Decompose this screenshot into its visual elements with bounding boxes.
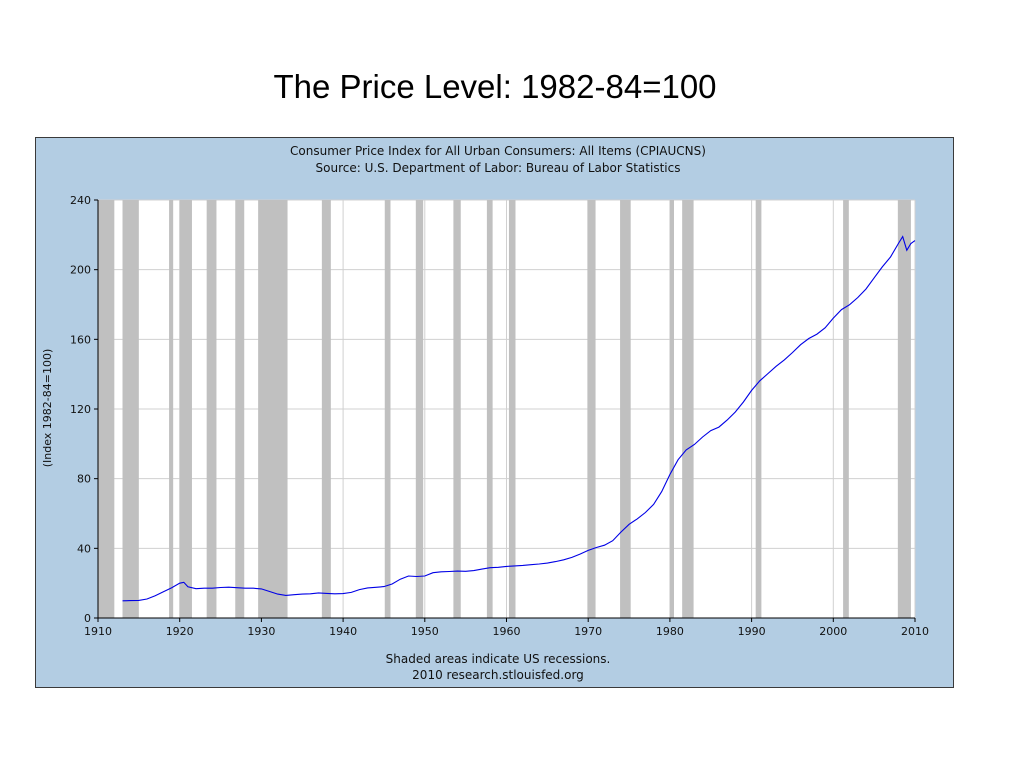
recession-band-15 (669, 200, 674, 618)
recession-band-18 (843, 200, 849, 618)
recession-band-9 (415, 200, 424, 618)
recession-band-16 (682, 200, 694, 618)
recession-band-6 (258, 200, 288, 618)
recession-band-7 (321, 200, 331, 618)
chart-title: Consumer Price Index for All Urban Consu… (290, 144, 706, 158)
x-tick-label-4: 1950 (411, 625, 439, 638)
recession-band-4 (206, 200, 217, 618)
y-tick-label-6: 240 (70, 194, 91, 207)
source-credit: 2010 research.stlouisfed.org (412, 668, 584, 682)
x-tick-label-7: 1980 (656, 625, 684, 638)
y-tick-label-0: 0 (84, 612, 91, 625)
recession-band-3 (179, 200, 192, 618)
y-tick-label-2: 80 (77, 473, 91, 486)
y-tick-label-5: 200 (70, 264, 91, 277)
y-axis-label: (Index 1982-84=100) (41, 349, 54, 468)
y-tick-label-3: 120 (70, 403, 91, 416)
series-line-0 (122, 235, 916, 602)
x-tick-label-8: 1990 (738, 625, 766, 638)
recession-band-19 (897, 200, 911, 618)
x-tick-label-0: 1910 (84, 625, 112, 638)
chart-frame: Consumer Price Index for All Urban Consu… (35, 137, 954, 688)
cpi-chart: Consumer Price Index for All Urban Consu… (41, 144, 929, 682)
x-tick-label-1: 1920 (166, 625, 194, 638)
recession-band-2 (169, 200, 174, 618)
plot-area: 0 40 80 120 160 200 240 1910 1920 1930 1940 1950 196… (70, 194, 929, 638)
recession-band-8 (384, 200, 391, 618)
recession-band-5 (235, 200, 245, 618)
x-tick-label-10: 2010 (901, 625, 929, 638)
recession-band-13 (587, 200, 596, 618)
recession-band-17 (755, 200, 762, 618)
x-tick-label-9: 2000 (819, 625, 847, 638)
chart-subtitle: Source: U.S. Department of Labor: Bureau… (316, 161, 681, 175)
recession-band-0 (98, 200, 115, 618)
recession-band-14 (620, 200, 631, 618)
recession-band-12 (508, 200, 516, 618)
x-tick-label-5: 1960 (493, 625, 521, 638)
x-tick-label-2: 1930 (247, 625, 275, 638)
recession-footnote: Shaded areas indicate US recessions. (386, 652, 611, 666)
slide-title: The Price Level: 1982-84=100 (273, 68, 717, 105)
y-tick-label-4: 160 (70, 333, 91, 346)
x-tick-label-3: 1940 (329, 625, 357, 638)
x-tick-label-6: 1970 (574, 625, 602, 638)
y-tick-label-1: 40 (77, 542, 91, 555)
recession-band-10 (453, 200, 461, 618)
recession-band-1 (122, 200, 139, 618)
recession-band-11 (486, 200, 493, 618)
